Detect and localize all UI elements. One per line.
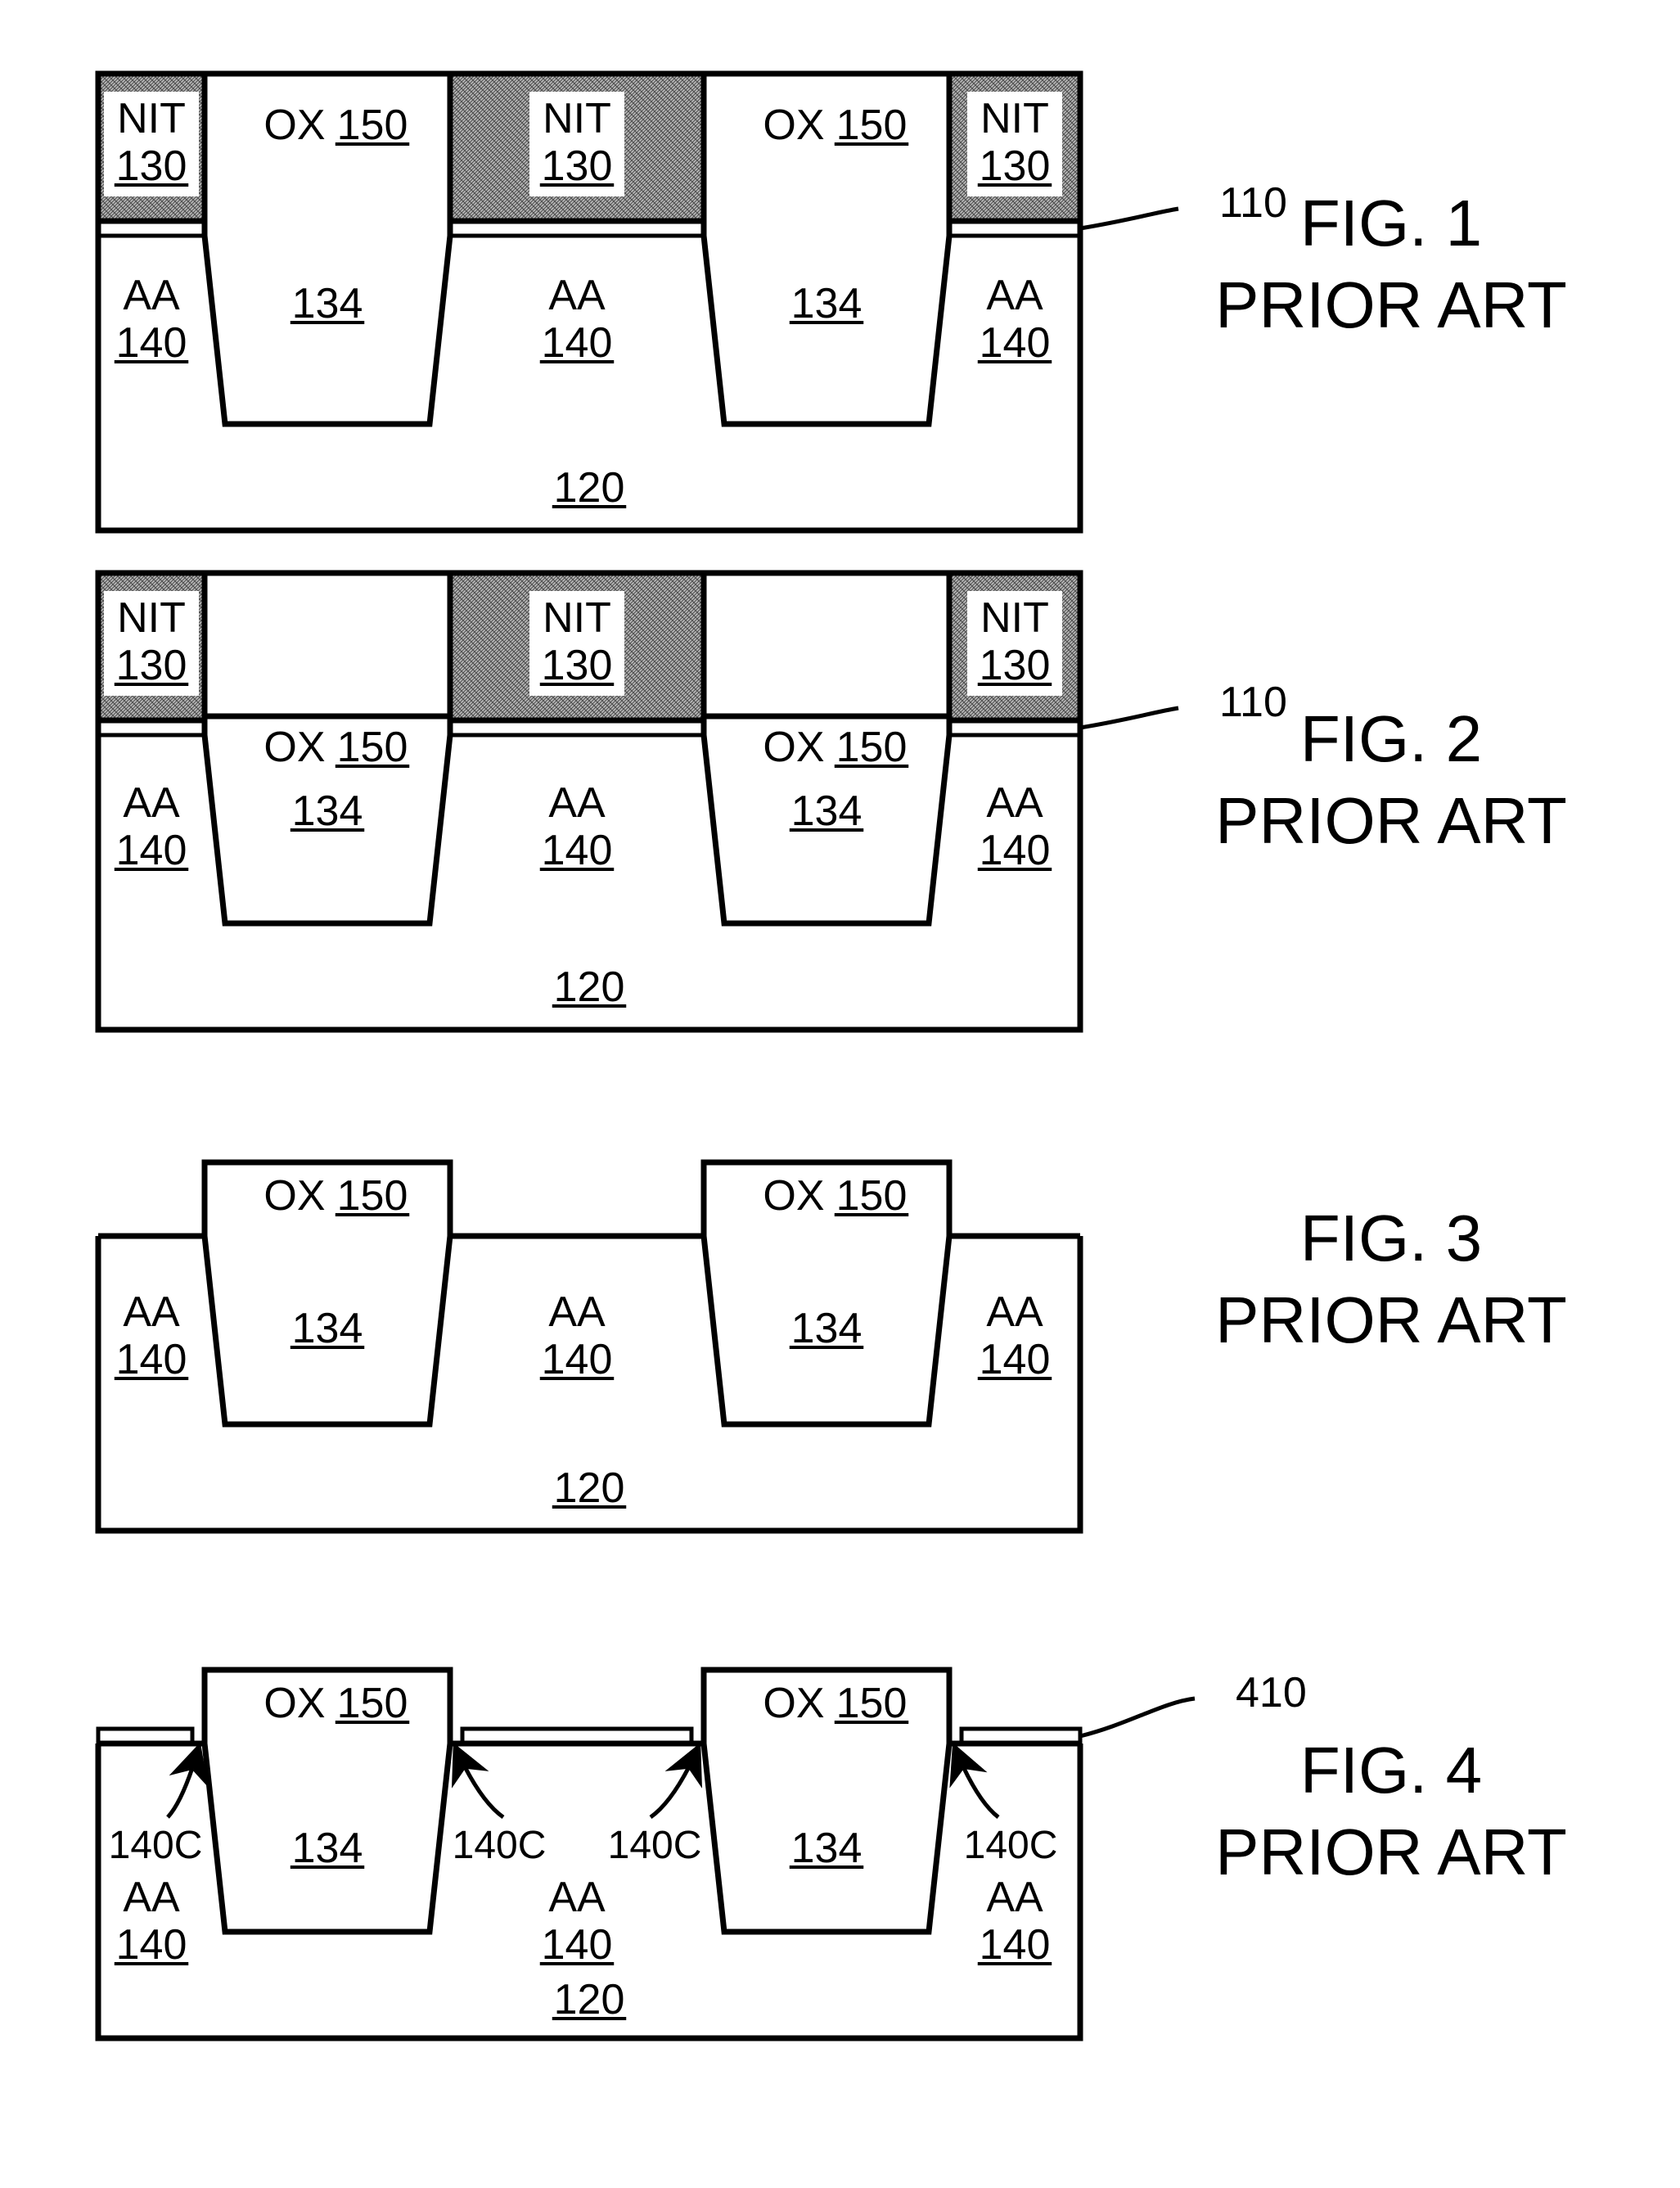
svg-text:OX: OX	[263, 1680, 325, 1727]
svg-text:OX: OX	[263, 1172, 325, 1220]
svg-text:410: 410	[1236, 1669, 1307, 1717]
svg-text:AA: AA	[986, 779, 1043, 827]
svg-text:OX: OX	[263, 724, 325, 771]
svg-text:130: 130	[542, 642, 613, 689]
svg-text:134: 134	[292, 280, 363, 327]
svg-text:150: 150	[337, 1680, 408, 1727]
svg-text:130: 130	[116, 642, 187, 689]
svg-text:134: 134	[791, 1305, 863, 1352]
svg-text:140: 140	[116, 319, 187, 367]
svg-text:130: 130	[980, 642, 1051, 689]
svg-text:120: 120	[554, 464, 625, 512]
svg-text:150: 150	[337, 102, 408, 149]
svg-text:140C: 140C	[608, 1824, 702, 1867]
svg-text:140: 140	[980, 319, 1051, 367]
svg-text:PRIOR ART: PRIOR ART	[1215, 1283, 1567, 1356]
svg-text:134: 134	[791, 1825, 863, 1872]
svg-text:130: 130	[116, 142, 187, 190]
svg-text:150: 150	[337, 1172, 408, 1220]
svg-text:140: 140	[980, 1921, 1051, 1969]
svg-text:140C: 140C	[964, 1824, 1058, 1867]
svg-text:OX: OX	[763, 1172, 824, 1220]
svg-text:NIT: NIT	[543, 95, 611, 142]
svg-text:140: 140	[980, 1336, 1051, 1383]
svg-text:OX: OX	[763, 102, 824, 149]
svg-text:AA: AA	[123, 1874, 180, 1921]
svg-text:134: 134	[791, 280, 863, 327]
svg-text:PRIOR ART: PRIOR ART	[1215, 1816, 1567, 1888]
svg-text:OX: OX	[763, 1680, 824, 1727]
svg-text:140: 140	[116, 1921, 187, 1969]
svg-text:140: 140	[542, 1336, 613, 1383]
svg-text:140C: 140C	[453, 1824, 547, 1867]
svg-text:AA: AA	[986, 1288, 1043, 1336]
svg-text:110: 110	[1219, 679, 1287, 726]
svg-text:AA: AA	[123, 1288, 180, 1336]
svg-text:110: 110	[1219, 179, 1287, 227]
svg-text:AA: AA	[123, 779, 180, 827]
svg-text:AA: AA	[986, 272, 1043, 319]
svg-text:140: 140	[980, 827, 1051, 874]
svg-text:150: 150	[836, 102, 908, 149]
svg-text:FIG. 2: FIG. 2	[1300, 702, 1482, 775]
svg-text:140: 140	[116, 827, 187, 874]
svg-text:134: 134	[292, 1305, 363, 1352]
svg-text:AA: AA	[123, 272, 180, 319]
svg-text:PRIOR ART: PRIOR ART	[1215, 784, 1567, 857]
svg-text:150: 150	[836, 724, 908, 771]
svg-text:140C: 140C	[109, 1824, 203, 1867]
svg-text:150: 150	[836, 1172, 908, 1220]
svg-text:AA: AA	[548, 272, 606, 319]
svg-text:NIT: NIT	[980, 95, 1049, 142]
svg-text:NIT: NIT	[980, 594, 1049, 642]
svg-text:150: 150	[836, 1680, 908, 1727]
svg-text:134: 134	[292, 787, 363, 835]
svg-text:AA: AA	[548, 1874, 606, 1921]
svg-text:134: 134	[791, 787, 863, 835]
fig-4: 140C140C140C140COX150OX150134134AA140AA1…	[98, 1669, 1567, 2038]
svg-text:OX: OX	[263, 102, 325, 149]
svg-text:140: 140	[542, 827, 613, 874]
svg-text:130: 130	[980, 142, 1051, 190]
svg-text:134: 134	[292, 1825, 363, 1872]
svg-text:AA: AA	[548, 779, 606, 827]
svg-text:120: 120	[554, 963, 625, 1011]
svg-text:FIG. 4: FIG. 4	[1300, 1734, 1482, 1807]
svg-text:NIT: NIT	[117, 594, 186, 642]
svg-text:FIG. 3: FIG. 3	[1300, 1202, 1482, 1274]
fig-2: NIT130NIT130NIT130OX150OX150AA140AA140AA…	[98, 573, 1567, 1030]
svg-text:AA: AA	[548, 1288, 606, 1336]
svg-text:AA: AA	[986, 1874, 1043, 1921]
svg-text:130: 130	[542, 142, 613, 190]
svg-text:NIT: NIT	[117, 95, 186, 142]
svg-text:120: 120	[554, 1976, 625, 2023]
svg-text:NIT: NIT	[543, 594, 611, 642]
svg-text:140: 140	[116, 1336, 187, 1383]
fig-1-title: FIG. 1	[1300, 187, 1482, 259]
fig-1: NIT130NIT130NIT130NIT130NIT130NIT130OX15…	[98, 74, 1567, 530]
svg-text:140: 140	[542, 319, 613, 367]
svg-text:120: 120	[554, 1464, 625, 1512]
svg-text:140: 140	[542, 1921, 613, 1969]
fig-3: OX150OX150AA140AA140AA140134134120FIG. 3…	[98, 1162, 1567, 1531]
svg-text:OX: OX	[763, 724, 824, 771]
svg-text:PRIOR ART: PRIOR ART	[1215, 268, 1567, 341]
svg-text:150: 150	[337, 724, 408, 771]
